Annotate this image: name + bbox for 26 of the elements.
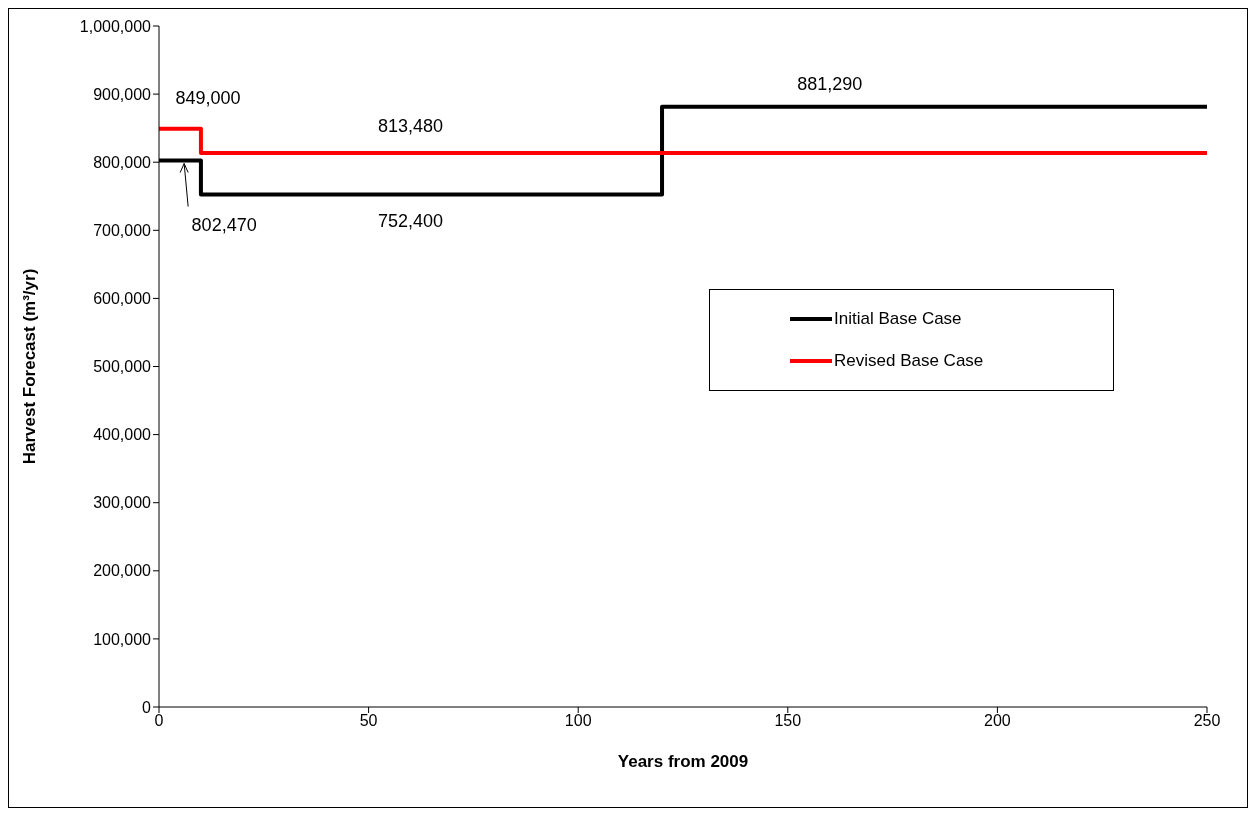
y-tick-label: 900,000 [93, 85, 152, 103]
legend-label: Initial Base Case [834, 309, 962, 329]
x-tick-label: 100 [564, 712, 592, 730]
y-tick-label: 200,000 [93, 562, 152, 580]
x-axis-title: Years from 2009 [617, 752, 749, 771]
annotation: 881,290 [797, 73, 863, 94]
y-axis-title: Harvest Forecast (m³/yr) [20, 268, 40, 465]
x-tick-label: 250 [1193, 712, 1221, 730]
x-tick-label: 0 [154, 712, 164, 730]
legend-label: Revised Base Case [834, 351, 984, 371]
y-tick-label: 800,000 [93, 153, 152, 171]
y-tick-label: 1,000,000 [79, 17, 152, 35]
y-tick-label: 600,000 [93, 290, 152, 308]
annotation: 813,480 [377, 115, 444, 136]
y-tick-label: 500,000 [93, 358, 152, 376]
annotation: 849,000 [175, 87, 241, 108]
y-tick-label: 100,000 [93, 630, 152, 648]
annotation: 802,470 [191, 215, 257, 236]
annotation: 752,400 [377, 211, 444, 232]
y-tick-label: 700,000 [93, 221, 152, 239]
x-tick-label: 150 [774, 712, 802, 730]
x-tick-label: 200 [984, 712, 1011, 730]
x-tick-label: 50 [359, 712, 378, 730]
y-tick-label: 0 [142, 698, 152, 716]
y-tick-label: 400,000 [93, 426, 152, 444]
y-tick-label: 300,000 [93, 494, 152, 512]
